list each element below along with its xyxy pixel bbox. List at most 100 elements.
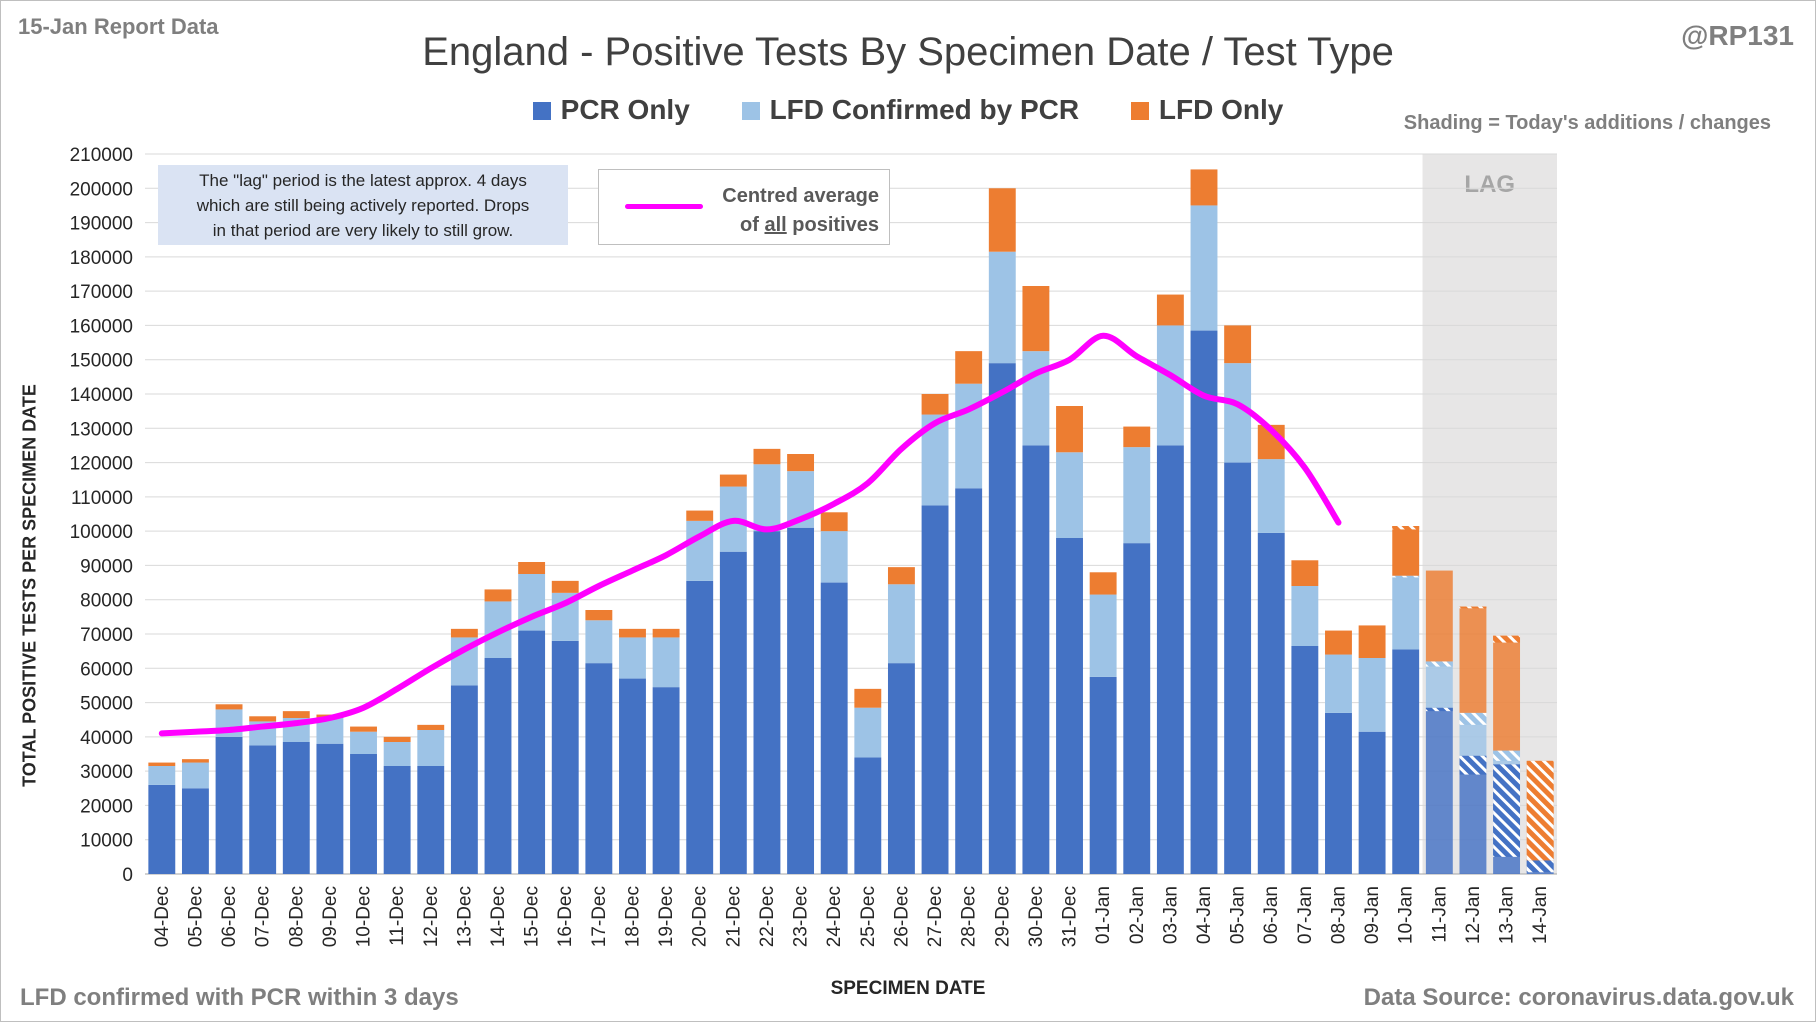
bar-pcr [921, 505, 949, 874]
bar-pcr [417, 766, 445, 874]
bar-pcr [1190, 330, 1218, 875]
todays-addition-lfd-confirmed [1459, 712, 1487, 725]
bar-pcr [551, 640, 579, 874]
bar-lfd-only [1392, 526, 1420, 576]
y-tick-label: 210000 [70, 145, 133, 166]
bar-lfd-only [1291, 560, 1319, 586]
x-tick-label: 20-Dec [690, 886, 711, 947]
todays-addition-lfd-only [1493, 635, 1521, 643]
y-tick-label: 150000 [70, 351, 133, 372]
x-tick-label: 28-Dec [959, 886, 980, 947]
x-tick-label: 18-Dec [622, 886, 643, 947]
bar-pcr [249, 745, 277, 874]
x-tick-label: 12-Dec [421, 886, 442, 947]
bar-lfd-only [1358, 625, 1386, 658]
bar-lfd-only [787, 454, 815, 472]
x-tick-label: 26-Dec [891, 886, 912, 947]
legend-item-lfd-confirmed: LFD Confirmed by PCR [741, 94, 1079, 126]
lag-note: The "lag" period is the latest approx. 4… [158, 165, 568, 245]
legend-label-pcr: PCR Only [560, 94, 690, 125]
bar-pcr [1056, 538, 1083, 874]
bar-lfd-confirmed [148, 766, 176, 785]
y-tick-label: 170000 [70, 282, 133, 303]
todays-addition-pcr [1493, 764, 1521, 857]
x-tick-label: 10-Dec [354, 886, 375, 947]
bar-lfd-only [652, 628, 680, 638]
bar-pcr [215, 736, 243, 874]
todays-addition-lfd-confirmed [1493, 750, 1521, 761]
bar-pcr [1257, 532, 1285, 874]
x-tick-label: 15-Dec [522, 886, 543, 947]
x-tick-label: 29-Dec [992, 886, 1013, 947]
bar-lfd-only [282, 711, 310, 718]
average-legend-label: Centred average of all positives [709, 182, 879, 240]
bar-lfd-confirmed [820, 531, 848, 583]
bar-pcr [719, 551, 747, 874]
bar-pcr [1123, 543, 1151, 874]
x-tick-label: 09-Dec [320, 886, 341, 947]
bar-pcr [1459, 755, 1487, 874]
bar-pcr [518, 630, 546, 874]
bar-lfd-confirmed [619, 637, 646, 679]
x-tick-label: 25-Dec [858, 886, 879, 947]
x-tick-label: 04-Jan [1194, 886, 1215, 944]
x-tick-label: 13-Jan [1497, 886, 1518, 944]
todays-addition-lfd-confirmed [1392, 575, 1420, 578]
bar-pcr [1224, 462, 1252, 874]
lag-note-line: which are still being actively reported.… [196, 196, 530, 215]
x-tick-label: 12-Jan [1463, 886, 1484, 944]
legend-label-lfd-only: LFD Only [1158, 94, 1284, 125]
x-tick-label: 17-Dec [589, 886, 610, 947]
bar-lfd-confirmed [1123, 447, 1151, 544]
bar-lfd-only [1459, 606, 1487, 713]
bar-lfd-confirmed [350, 731, 377, 754]
x-tick-label: 30-Dec [1026, 886, 1047, 947]
x-tick-label: 08-Jan [1328, 886, 1349, 944]
x-tick-label: 22-Dec [757, 886, 778, 947]
x-tick-label: 16-Dec [555, 886, 576, 947]
bar-lfd-confirmed [887, 584, 915, 664]
bar-lfd-confirmed [1425, 661, 1453, 708]
y-tick-label: 100000 [70, 522, 133, 543]
x-tick-label: 03-Jan [1160, 886, 1181, 944]
x-tick-label: 11-Dec [387, 886, 408, 946]
average-line [158, 332, 1342, 737]
bar-lfd-confirmed [988, 251, 1016, 364]
bar-lfd-only [1325, 630, 1352, 655]
bar-lfd-only [1123, 426, 1151, 448]
bar-lfd-only [1425, 570, 1453, 662]
bar-lfd-confirmed [955, 383, 983, 489]
bar-pcr [484, 658, 512, 874]
x-tick-label: 09-Jan [1362, 886, 1383, 944]
y-tick-label: 160000 [70, 316, 133, 337]
bar-lfd-confirmed [854, 707, 882, 758]
report-date-label: 15-Jan Report Data [18, 14, 219, 39]
bar-lfd-only [820, 512, 848, 532]
bar-lfd-confirmed [181, 762, 209, 789]
bar-pcr [282, 742, 310, 874]
bar-lfd-only [988, 188, 1016, 252]
bar-pcr [820, 582, 848, 874]
bar-pcr [350, 754, 377, 874]
x-tick-label: 10-Jan [1396, 886, 1417, 944]
bar-lfd-confirmed [1291, 586, 1319, 646]
x-tick-label: 06-Jan [1261, 886, 1282, 944]
bar-pcr [1089, 676, 1117, 874]
x-tick-label: 05-Jan [1228, 886, 1249, 944]
todays-addition-lfd-confirmed [1425, 661, 1453, 667]
average-legend-all: all [764, 214, 787, 236]
y-tick-label: 120000 [70, 454, 133, 475]
todays-addition-lfd-only [1459, 606, 1487, 609]
author-handle: @RP131 [1681, 20, 1794, 51]
todays-addition-lfd-only [1392, 526, 1420, 530]
x-tick-label: 07-Dec [253, 886, 274, 947]
chart-title: England - Positive Tests By Specimen Dat… [422, 30, 1394, 74]
shading-note: Shading = Today's additions / changes [1403, 112, 1771, 134]
y-axis-title: TOTAL POSITIVE TESTS PER SPECIMEN DATE [19, 384, 40, 787]
bar-lfd-confirmed [1089, 594, 1117, 677]
x-tick-label: 08-Dec [286, 886, 307, 947]
y-tick-label: 140000 [70, 385, 133, 406]
bar-pcr [619, 678, 646, 874]
average-legend-positives: positives [792, 214, 879, 236]
average-legend-line2: of all positives [709, 211, 879, 240]
